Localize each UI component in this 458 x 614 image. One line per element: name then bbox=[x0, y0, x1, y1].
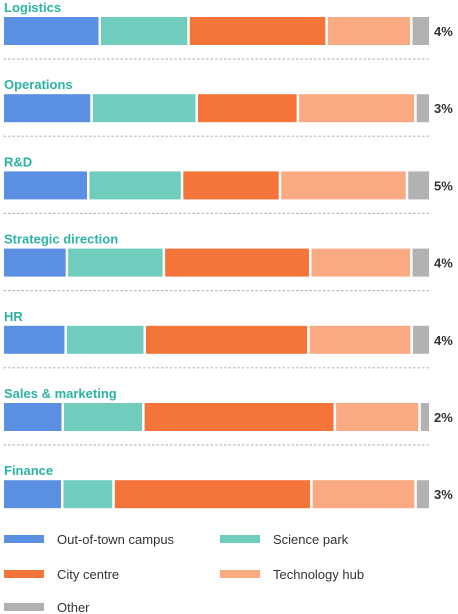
bar-segment-logistics-city-centre bbox=[189, 17, 326, 45]
value-label-sales-and-marketing: 2% bbox=[434, 410, 453, 425]
legend-swatch-out-of-town-campus bbox=[4, 535, 44, 543]
value-label-finance: 3% bbox=[434, 487, 453, 502]
category-title-operations: Operations bbox=[4, 77, 73, 92]
bar-segment-hr-city-centre bbox=[145, 325, 308, 354]
value-label-logistics: 4% bbox=[434, 24, 453, 39]
bar-segment-sales-and-marketing-technology-hub bbox=[336, 403, 419, 431]
legend-swatch-city-centre bbox=[4, 570, 44, 578]
value-label-hr: 4% bbox=[434, 333, 453, 348]
category-title-sales-and-marketing: Sales & marketing bbox=[4, 386, 117, 401]
legend-label-city-centre: City centre bbox=[57, 567, 119, 582]
bar-segment-finance-city-centre bbox=[114, 480, 311, 509]
bar-segment-strategic-direction-science-park bbox=[68, 248, 163, 277]
legend-label-technology-hub: Technology hub bbox=[273, 567, 364, 582]
bar-segment-logistics-other bbox=[412, 17, 429, 45]
bar-segment-randd-city-centre bbox=[183, 171, 279, 200]
bar-segment-operations-out-of-town-campus bbox=[4, 94, 91, 123]
bar-segment-finance-science-park bbox=[63, 480, 113, 509]
category-title-logistics: Logistics bbox=[4, 0, 61, 15]
bar-segment-finance-out-of-town-campus bbox=[4, 480, 61, 509]
bar-segment-operations-city-centre bbox=[198, 94, 297, 123]
value-label-strategic-direction: 4% bbox=[434, 256, 453, 271]
legend-label-out-of-town-campus: Out-of-town campus bbox=[57, 532, 175, 547]
bar-segment-strategic-direction-city-centre bbox=[165, 248, 309, 277]
legend-swatch-technology-hub bbox=[220, 570, 260, 578]
legend-swatch-other bbox=[4, 603, 44, 611]
bar-segment-strategic-direction-other bbox=[412, 248, 429, 277]
bar-segment-sales-and-marketing-science-park bbox=[64, 403, 143, 431]
bar-segment-finance-technology-hub bbox=[312, 480, 415, 509]
category-title-hr: HR bbox=[4, 309, 23, 324]
bar-segment-hr-out-of-town-campus bbox=[4, 325, 65, 354]
bar-segment-randd-technology-hub bbox=[281, 171, 406, 200]
bar-segment-hr-technology-hub bbox=[309, 325, 411, 354]
bar-segment-sales-and-marketing-city-centre bbox=[144, 403, 334, 431]
bar-segment-randd-science-park bbox=[89, 171, 181, 200]
legend-swatch-science-park bbox=[220, 535, 260, 543]
bar-segment-hr-other bbox=[412, 325, 429, 354]
bar-segment-operations-other bbox=[416, 94, 429, 123]
category-title-finance: Finance bbox=[4, 463, 53, 478]
value-label-operations: 3% bbox=[434, 101, 453, 116]
bar-segment-sales-and-marketing-out-of-town-campus bbox=[4, 403, 62, 431]
bar-segment-logistics-out-of-town-campus bbox=[4, 17, 99, 45]
bar-segment-logistics-science-park bbox=[101, 17, 188, 45]
bar-segment-finance-other bbox=[416, 480, 429, 509]
bar-segment-hr-science-park bbox=[66, 325, 144, 354]
value-label-randd: 5% bbox=[434, 178, 453, 193]
bar-segment-operations-technology-hub bbox=[299, 94, 415, 123]
bar-segment-operations-science-park bbox=[92, 94, 196, 123]
bar-segment-randd-out-of-town-campus bbox=[4, 171, 87, 200]
bar-segment-randd-other bbox=[408, 171, 429, 200]
bar-segment-strategic-direction-out-of-town-campus bbox=[4, 248, 66, 277]
bar-segment-strategic-direction-technology-hub bbox=[311, 248, 411, 277]
bar-segment-sales-and-marketing-other bbox=[420, 403, 429, 431]
category-title-strategic-direction: Strategic direction bbox=[4, 232, 118, 247]
bar-segment-logistics-technology-hub bbox=[327, 17, 411, 45]
legend-label-other: Other bbox=[57, 600, 90, 614]
legend-label-science-park: Science park bbox=[273, 532, 349, 547]
category-title-randd: R&D bbox=[4, 154, 32, 169]
